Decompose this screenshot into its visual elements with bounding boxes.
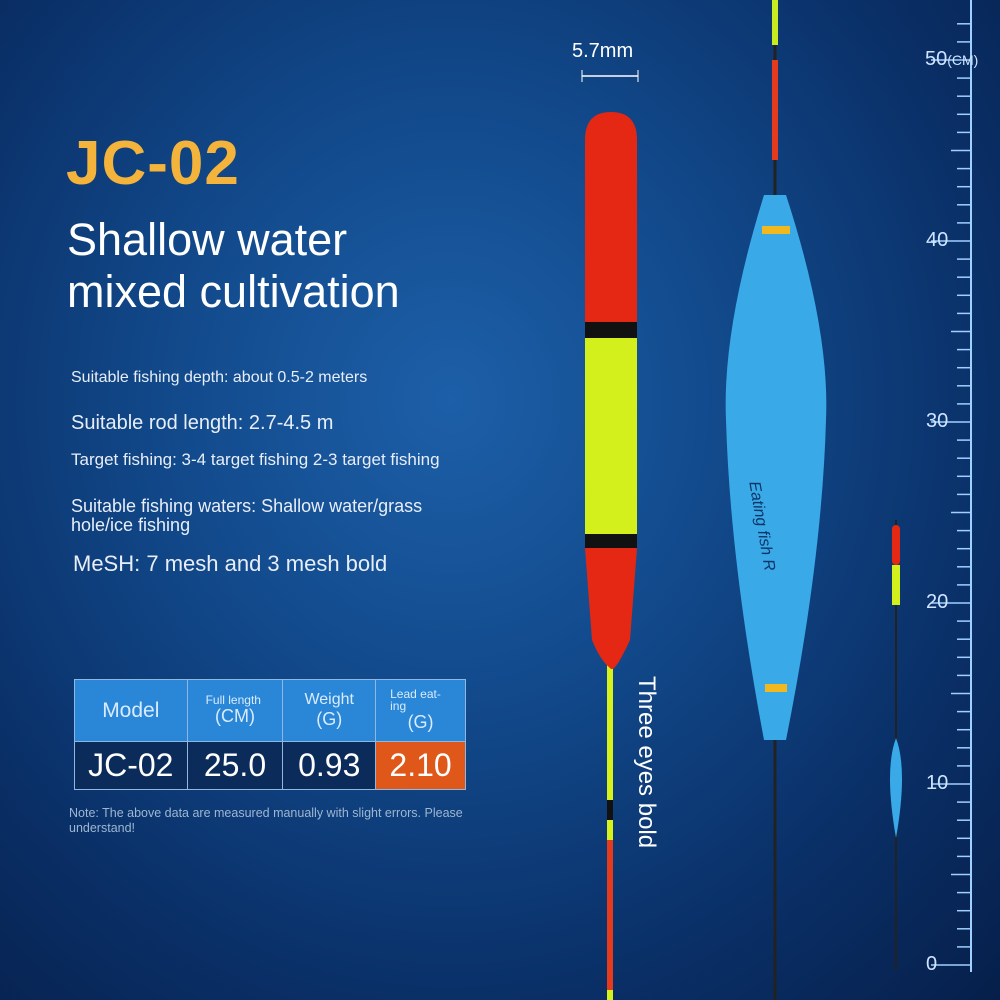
- ruler-label-20: 20: [926, 591, 949, 613]
- table-header-row: Model Full length (CM) Weight (G) Lead eat…: [74, 679, 466, 742]
- ruler-label-40: 40: [926, 229, 949, 251]
- cell-model: JC-02: [74, 741, 188, 790]
- ruler-label-10: 10: [926, 772, 949, 794]
- ruler-label-0: 0: [926, 953, 938, 975]
- diameter-label: 5.7mm: [572, 40, 634, 62]
- spec-depth: Suitable fishing depth: about 0.5-2 mete…: [71, 369, 368, 386]
- spec-mesh: MeSH: 7 mesh and 3 mesh bold: [73, 551, 388, 576]
- header-lead: Lead eat-ing (G): [375, 679, 466, 742]
- cell-length: 25.0: [186, 741, 284, 790]
- small-float: [890, 520, 902, 970]
- spec-table: Model Full length (CM) Weight (G) Lead eat…: [74, 679, 466, 790]
- table-row: JC-02 25.0 0.93 2.10: [74, 741, 466, 790]
- ruler: [931, 0, 972, 972]
- note: Note: The above data are measured manual…: [69, 806, 463, 835]
- cell-weight: 0.93: [282, 741, 377, 790]
- model-title: JC-02: [66, 129, 240, 198]
- diameter-marker: [581, 70, 639, 82]
- cell-lead: 2.10: [375, 741, 466, 790]
- three-eyes-label: Three eyes bold: [633, 676, 660, 849]
- large-float: [585, 112, 637, 1000]
- spec-rod-length: Suitable rod length: 2.7-4.5 m: [71, 412, 334, 434]
- header-length: Full length (CM): [186, 679, 284, 742]
- middle-float: [725, 0, 827, 1000]
- spec-waters: Suitable fishing waters: Shallow water/g…: [71, 496, 423, 535]
- subtitle-line-2: mixed cultivation: [67, 266, 400, 317]
- ruler-label-30: 30: [926, 410, 949, 432]
- subtitle-line-1: Shallow water: [67, 214, 348, 265]
- header-weight: Weight (G): [282, 679, 377, 742]
- header-model: Model: [74, 679, 188, 742]
- subtitle: Shallow water mixed cultivation: [67, 214, 400, 318]
- spec-target: Target fishing: 3-4 target fishing 2-3 t…: [71, 450, 440, 469]
- ruler-label-50: 50(CM): [925, 48, 979, 70]
